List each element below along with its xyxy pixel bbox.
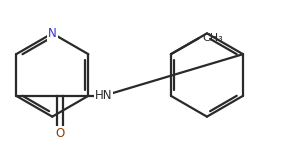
Text: N: N	[48, 27, 57, 40]
Text: CH₃: CH₃	[202, 33, 223, 43]
Text: O: O	[55, 127, 64, 140]
Text: HN: HN	[95, 89, 112, 102]
